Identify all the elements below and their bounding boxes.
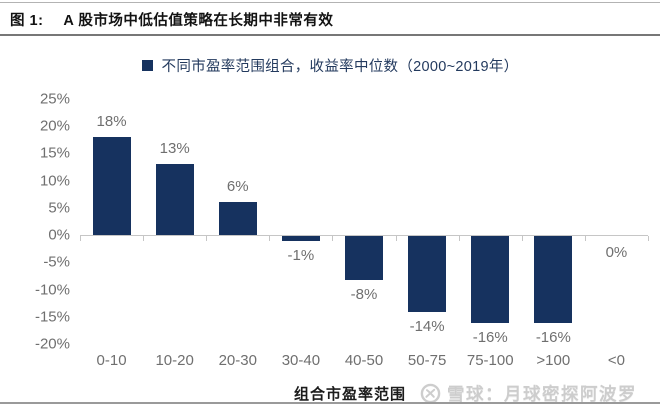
legend-label: 不同市盈率范围组合，收益率中位数（2000~2019年） <box>161 58 519 75</box>
xueqiu-logo-icon <box>420 383 441 404</box>
bar->100 <box>534 236 573 324</box>
watermark: 雪球：月球密探阿波罗 <box>420 381 637 405</box>
x-category-label: >100 <box>536 352 571 369</box>
x-category-label: 75-100 <box>466 352 514 369</box>
bar-20-30 <box>218 202 257 235</box>
x-category-label: 20-30 <box>218 352 257 369</box>
x-category-label: 30-40 <box>281 352 321 369</box>
figure-title: 图 1: A 股市场中低估值策略在长期中非常有效 <box>10 9 333 30</box>
chart-legend: 不同市盈率范围组合，收益率中位数（2000~2019年） <box>0 55 660 75</box>
x-axis-tick <box>269 236 271 241</box>
x-category-label: 10-20 <box>155 352 194 369</box>
x-axis-line <box>80 235 648 236</box>
y-axis-tick-label: 15% <box>39 144 70 162</box>
x-axis-tick <box>458 236 460 241</box>
x-axis-tick <box>206 236 208 241</box>
y-axis-tick-label: -5% <box>43 253 70 271</box>
y-axis-tick-label: 10% <box>39 172 70 189</box>
bar-value-label: 0% <box>605 244 628 261</box>
bar-40-50 <box>345 236 383 280</box>
y-axis-tick-label: -20% <box>34 335 70 353</box>
x-category-label: 0-10 <box>96 352 127 369</box>
y-axis-tick-label: 0% <box>48 226 70 244</box>
bar-value-label: -8% <box>350 285 378 303</box>
x-axis-tick <box>395 236 397 241</box>
y-axis-tick-label: -15% <box>34 308 70 326</box>
title-divider-line <box>0 34 660 36</box>
bar-value-label: -16% <box>472 329 508 347</box>
bar-value-label: 18% <box>96 112 127 130</box>
y-axis-tick-label: 20% <box>39 117 70 135</box>
y-axis-tick-label: 5% <box>48 199 70 217</box>
x-axis-tick <box>80 236 81 241</box>
bar-value-label: 6% <box>226 178 249 196</box>
y-axis-tick-label: -10% <box>34 281 70 298</box>
top-border-line <box>0 2 660 3</box>
bar-75-100 <box>471 236 510 324</box>
x-axis-tick <box>143 236 145 241</box>
x-axis-title: 组合市盈率范围 <box>293 386 406 403</box>
watermark-text: 雪球：月球密探阿波罗 <box>447 383 637 404</box>
x-axis-tick <box>584 236 586 241</box>
bar-30-40 <box>281 236 320 242</box>
bar-value-label: -16% <box>535 329 571 347</box>
x-axis-tick <box>648 236 649 241</box>
bar-0-10 <box>92 136 131 235</box>
bar-value-label: 13% <box>159 140 190 158</box>
bottom-border-line <box>0 402 660 404</box>
y-axis-tick-label: 25% <box>39 90 70 108</box>
x-category-label: 50-75 <box>407 352 447 369</box>
bar-50-75 <box>408 236 447 313</box>
x-category-label: <0 <box>607 352 625 369</box>
legend-swatch-icon <box>141 59 153 71</box>
bar-value-label: -14% <box>409 318 445 336</box>
x-axis-tick <box>521 236 523 241</box>
figure-title-text: A 股市场中低估值策略在长期中非常有效 <box>63 13 334 29</box>
bar-10-20 <box>155 164 194 235</box>
x-category-label: 40-50 <box>344 352 384 369</box>
x-axis-tick <box>332 236 334 241</box>
bar-value-label: -1% <box>287 247 315 265</box>
figure-number-label: 图 1: <box>10 13 44 29</box>
